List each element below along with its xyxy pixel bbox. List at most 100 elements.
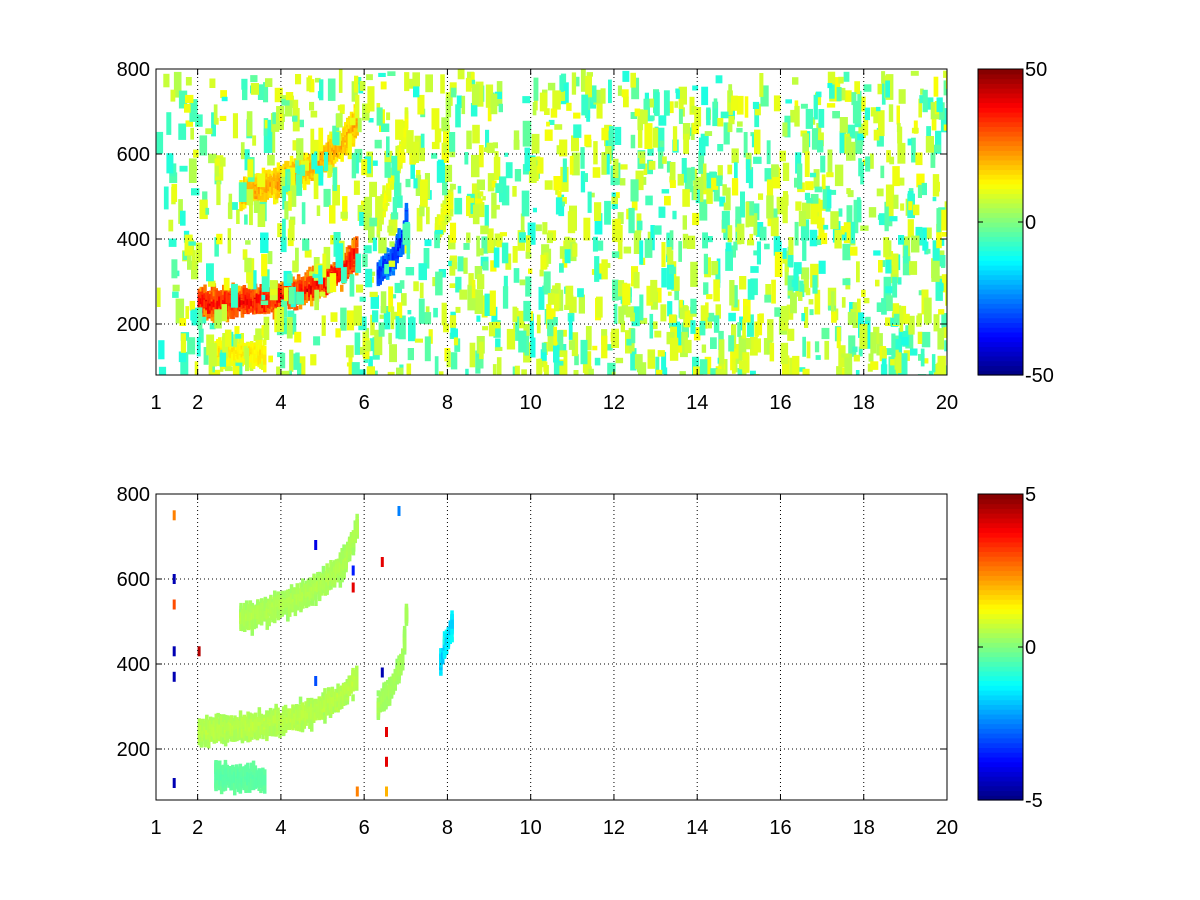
- heat-cell-noise: [463, 243, 470, 250]
- heat-cell-noise: [287, 171, 291, 185]
- heat-cell-noise: [583, 217, 591, 241]
- heat-cell-feature-2: [231, 353, 235, 362]
- heat-cell-noise: [940, 108, 947, 133]
- colorbar-tick-label: -50: [1025, 365, 1054, 387]
- heat-cell-noise: [491, 306, 498, 328]
- heat-cell-noise: [656, 369, 663, 375]
- heat-cell-feature-3: [395, 247, 399, 252]
- heat-cell-feature-2: [227, 356, 231, 362]
- colorbar-swatch: [978, 102, 1023, 108]
- heat-cell-noise: [739, 276, 747, 290]
- heat-cell-feature-0: [325, 270, 329, 276]
- heat-cell-feature-0: [240, 299, 245, 304]
- heat-cell-noise: [742, 319, 746, 339]
- heat-cell-noise: [733, 285, 738, 308]
- heat-cell-noise: [876, 302, 885, 312]
- heat-cell-noise: [480, 225, 489, 235]
- heat-cell-noise: [821, 174, 826, 190]
- heat-cell-noise: [442, 142, 448, 153]
- heat-cell-noise: [747, 215, 755, 227]
- heat-cell-feature-4: [402, 134, 407, 143]
- heat-cell-noise: [844, 90, 852, 102]
- heat-cell-feature-0: [227, 312, 232, 317]
- heat-cell-noise: [792, 77, 799, 85]
- heat-cell-feature-0: [222, 737, 226, 745]
- heat-cell-noise: [655, 356, 660, 375]
- heat-cell-noise: [219, 157, 226, 167]
- heat-cell-noise: [941, 313, 946, 331]
- heat-cell-noise: [898, 357, 906, 375]
- heat-cell-feature-0: [270, 307, 275, 311]
- heat-cell-noise: [367, 86, 375, 112]
- heat-cell-noise: [547, 332, 556, 352]
- heat-cell-feature-0: [244, 307, 248, 314]
- heat-cell-noise: [191, 250, 196, 271]
- heat-cell-feature-1: [342, 137, 346, 147]
- heat-cell-feature-0: [257, 287, 262, 295]
- heat-cell-noise: [773, 95, 781, 112]
- heat-cell-noise: [263, 82, 269, 103]
- heat-cell-noise: [272, 112, 276, 125]
- heat-cell-noise: [498, 103, 503, 113]
- heat-cell-noise: [864, 317, 871, 340]
- heat-cell-noise: [827, 83, 833, 89]
- heat-cell-noise: [594, 202, 602, 221]
- heat-cell-noise: [284, 201, 289, 220]
- heat-cell-noise: [521, 369, 527, 375]
- heat-cell-noise: [514, 365, 520, 375]
- heat-cell-noise: [650, 321, 658, 330]
- heat-cell-noise: [802, 202, 811, 219]
- heat-cell-noise: [798, 169, 802, 185]
- heat-cell-noise: [789, 357, 795, 375]
- heat-cell-noise: [362, 254, 368, 268]
- heat-cell-noise: [753, 250, 761, 256]
- heat-cell-feature-2: [248, 346, 252, 356]
- heat-cell-noise: [529, 313, 534, 340]
- heat-cell-feature-0: [220, 295, 224, 305]
- heat-cell-feature-1: [269, 187, 273, 194]
- heat-cell-noise: [805, 287, 811, 296]
- heat-cell-noise: [387, 371, 395, 375]
- colorbar-swatch: [978, 112, 1023, 118]
- heat-cell-noise: [615, 357, 624, 364]
- heat-cell-noise: [369, 338, 375, 352]
- heat-cell-feature-4: [382, 194, 386, 198]
- heat-cell-feature-0: [336, 269, 340, 273]
- heat-cell-noise: [917, 374, 927, 375]
- heat-cell-noise: [163, 73, 170, 88]
- heat-cell-noise: [728, 115, 735, 125]
- heat-cell-feature-2: [236, 345, 241, 352]
- heat-cell-noise: [482, 196, 486, 201]
- heat-cell-feature-2: [259, 360, 263, 369]
- heat-cell-feature-0: [315, 279, 320, 286]
- heat-cell-feature-0: [300, 277, 305, 281]
- heat-cell-feature-1: [304, 152, 309, 159]
- heat-cell-feature-0: [223, 291, 228, 298]
- heat-cell-noise: [542, 222, 548, 235]
- heat-cell-feature-4: [382, 211, 386, 218]
- heat-cell-noise: [681, 158, 687, 183]
- heat-cell-feature-1: [265, 185, 269, 193]
- heat-cell-noise: [909, 261, 918, 275]
- heat-cell-noise: [492, 142, 498, 149]
- heat-cell-noise: [527, 222, 536, 245]
- heat-cell-feature-0: [304, 274, 308, 281]
- heat-cell-noise: [938, 309, 945, 315]
- heat-cell-noise: [824, 340, 830, 360]
- heat-cell-noise: [846, 136, 852, 161]
- heat-cell-noise: [630, 179, 639, 202]
- heat-cell-noise: [540, 349, 547, 361]
- heat-cell-feature-1: [278, 180, 283, 192]
- heat-cell-noise: [372, 310, 379, 323]
- heat-cell-noise: [263, 128, 273, 153]
- heat-cell-noise: [773, 167, 781, 189]
- heat-cell-noise: [571, 135, 579, 152]
- heat-cell-noise: [669, 180, 676, 188]
- heat-cell-feature-2: [251, 348, 256, 360]
- heat-cell-feature-0: [240, 305, 245, 310]
- colorbar-swatch: [978, 69, 1023, 75]
- heat-cell-noise: [374, 329, 383, 356]
- heat-cell-noise: [936, 97, 943, 113]
- heat-cell-feature-1: [347, 119, 352, 129]
- heat-cell-noise: [623, 246, 632, 254]
